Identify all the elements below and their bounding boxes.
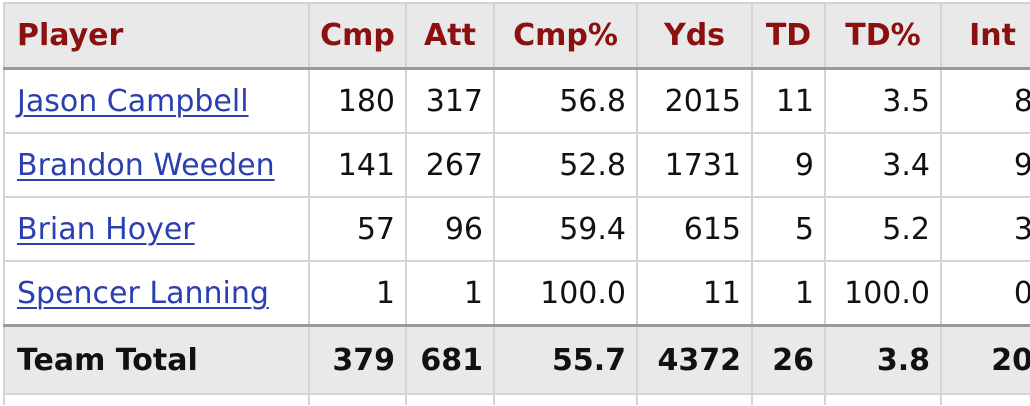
yds-cell: 11: [636, 260, 753, 327]
team-total-row: Team Total 379 681 55.7 4372 26 3.8 20: [3, 324, 1030, 395]
bottom-edge-cell: [824, 393, 942, 405]
player-link[interactable]: Brian Hoyer: [17, 211, 195, 247]
bottom-edge-cell: [3, 393, 310, 405]
player-link[interactable]: Spencer Lanning: [17, 275, 269, 311]
player-cell: Brandon Weeden: [3, 132, 310, 198]
total-att-cell: 681: [405, 324, 495, 395]
bottom-edge-cell: [751, 393, 826, 405]
team-total-label: Team Total: [3, 324, 310, 395]
header-td-pct[interactable]: TD%: [824, 2, 942, 70]
player-cell: Jason Campbell: [3, 67, 310, 134]
td-cell: 9: [751, 132, 826, 198]
table-row: Jason Campbell 180 317 56.8 2015 11 3.5 …: [3, 67, 1030, 134]
att-cell: 267: [405, 132, 495, 198]
td-pct-cell: 3.4: [824, 132, 942, 198]
header-cmp-pct[interactable]: Cmp%: [493, 2, 638, 70]
total-int-cell: 20: [940, 324, 1030, 395]
int-cell: 8: [940, 67, 1030, 134]
table-row: Brandon Weeden 141 267 52.8 1731 9 3.4 9: [3, 132, 1030, 198]
cmp-cell: 1: [308, 260, 407, 327]
int-cell: 9: [940, 132, 1030, 198]
table-row: Brian Hoyer 57 96 59.4 615 5 5.2 3: [3, 196, 1030, 262]
header-td[interactable]: TD: [751, 2, 826, 70]
td-cell: 5: [751, 196, 826, 262]
att-cell: 96: [405, 196, 495, 262]
yds-cell: 2015: [636, 67, 753, 134]
td-pct-cell: 5.2: [824, 196, 942, 262]
total-cmp-pct-cell: 55.7: [493, 324, 638, 395]
total-td-pct-cell: 3.8: [824, 324, 942, 395]
yds-cell: 615: [636, 196, 753, 262]
bottom-edge-cell: [940, 393, 1030, 405]
cmp-pct-cell: 100.0: [493, 260, 638, 327]
passing-stats-table: Player Cmp Att Cmp% Yds TD TD% Int Jason…: [3, 2, 1030, 405]
cmp-pct-cell: 59.4: [493, 196, 638, 262]
td-cell: 1: [751, 260, 826, 327]
att-cell: 317: [405, 67, 495, 134]
cmp-cell: 141: [308, 132, 407, 198]
table-bottom-edge: [3, 393, 1030, 405]
header-cmp[interactable]: Cmp: [308, 2, 407, 70]
yds-cell: 1731: [636, 132, 753, 198]
header-row: Player Cmp Att Cmp% Yds TD TD% Int: [3, 2, 1030, 70]
int-cell: 0: [940, 260, 1030, 327]
total-td-cell: 26: [751, 324, 826, 395]
player-cell: Spencer Lanning: [3, 260, 310, 327]
cmp-cell: 57: [308, 196, 407, 262]
player-link[interactable]: Brandon Weeden: [17, 147, 275, 183]
bottom-edge-cell: [493, 393, 638, 405]
td-pct-cell: 100.0: [824, 260, 942, 327]
total-yds-cell: 4372: [636, 324, 753, 395]
cmp-pct-cell: 52.8: [493, 132, 638, 198]
player-link[interactable]: Jason Campbell: [17, 83, 249, 119]
player-cell: Brian Hoyer: [3, 196, 310, 262]
header-yds[interactable]: Yds: [636, 2, 753, 70]
td-cell: 11: [751, 67, 826, 134]
header-att[interactable]: Att: [405, 2, 495, 70]
table-row: Spencer Lanning 1 1 100.0 11 1 100.0 0: [3, 260, 1030, 327]
int-cell: 3: [940, 196, 1030, 262]
td-pct-cell: 3.5: [824, 67, 942, 134]
header-int[interactable]: Int: [940, 2, 1030, 70]
cmp-cell: 180: [308, 67, 407, 134]
total-cmp-cell: 379: [308, 324, 407, 395]
header-player[interactable]: Player: [3, 2, 310, 70]
cmp-pct-cell: 56.8: [493, 67, 638, 134]
att-cell: 1: [405, 260, 495, 327]
bottom-edge-cell: [405, 393, 495, 405]
bottom-edge-cell: [636, 393, 753, 405]
bottom-edge-cell: [308, 393, 407, 405]
